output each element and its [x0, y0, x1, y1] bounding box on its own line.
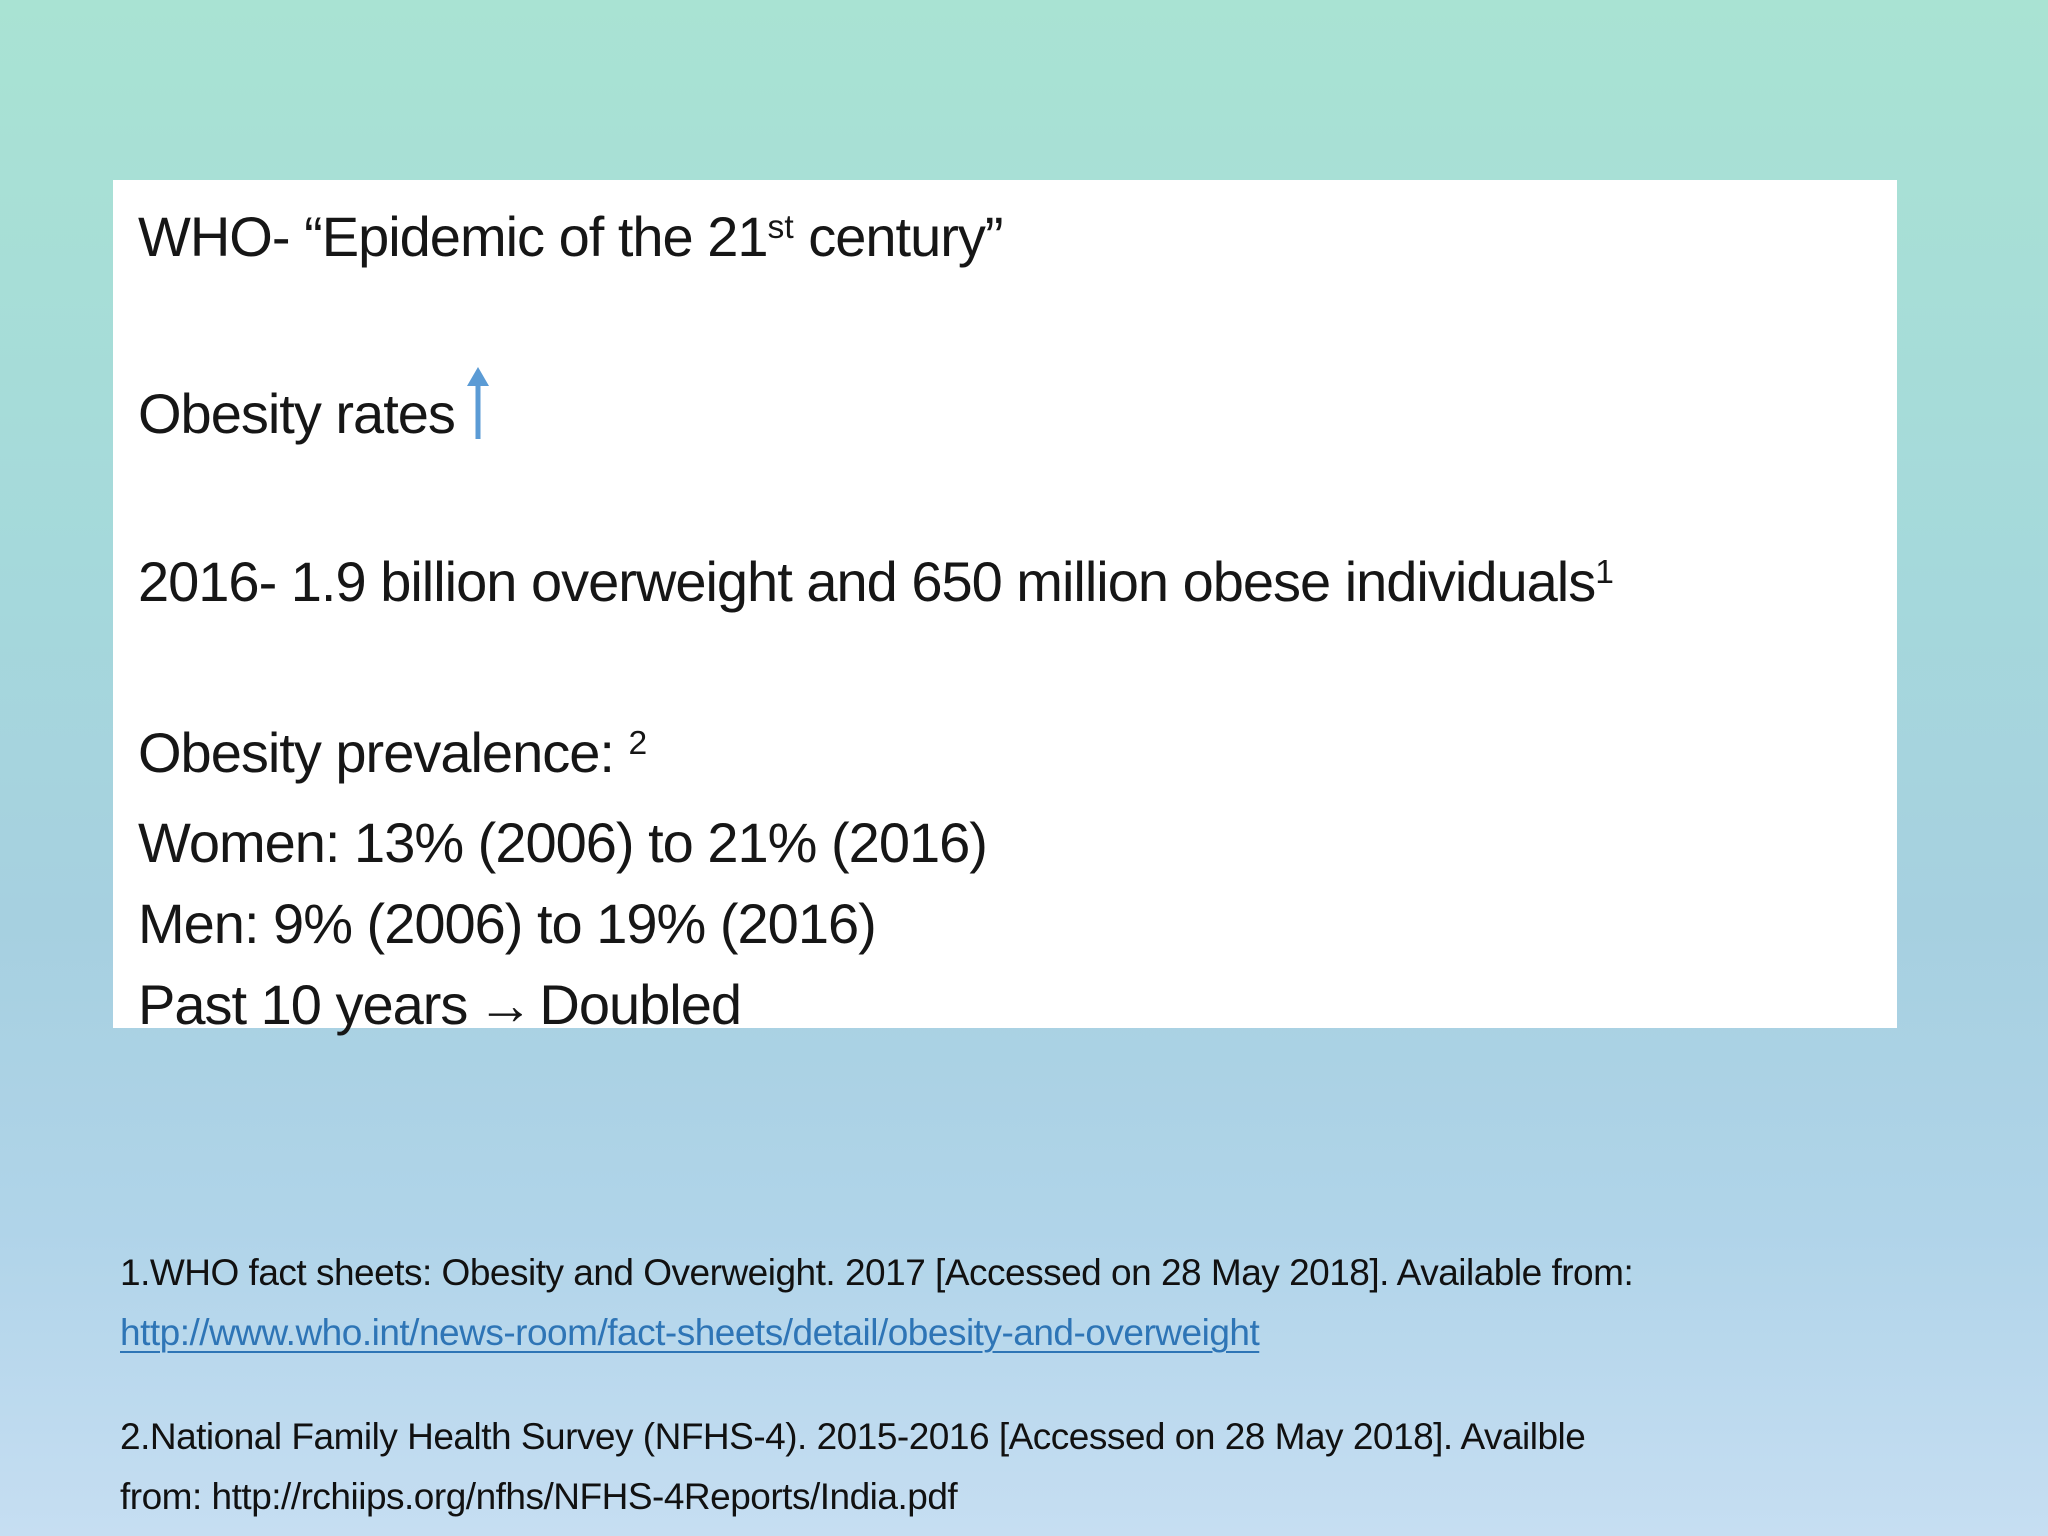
- reference-2-line2: from: http://rchiips.org/nfhs/NFHS-4Repo…: [120, 1476, 958, 1517]
- prevalence-line: Obesity prevalence: 2: [138, 712, 1887, 802]
- reference-1-text: 1.WHO fact sheets: Obesity and Overweigh…: [120, 1252, 1634, 1293]
- footnote-marker-1: 1: [1595, 553, 1614, 591]
- past-10-years-label: Past 10 years: [138, 973, 468, 1036]
- past-10-years-result: Doubled: [539, 973, 742, 1036]
- slide-title-suffix: century”: [793, 205, 1003, 268]
- stat-2016-text: 2016- 1.9 billion overweight and 650 mil…: [138, 550, 1596, 613]
- stat-women-line: Women: 13% (2006) to 21% (2016): [138, 811, 988, 874]
- slide-title-superscript: st: [767, 208, 794, 246]
- slide-title-prefix: WHO- “Epidemic of the 21: [138, 205, 769, 268]
- slide-title: WHO- “Epidemic of the 21st century”: [138, 196, 1887, 286]
- up-arrow-icon: [465, 367, 491, 460]
- stat-2016-line: 2016- 1.9 billion overweight and 650 mil…: [138, 541, 1887, 631]
- reference-2-line1: 2.National Family Health Survey (NFHS-4)…: [120, 1416, 1586, 1457]
- content-box: WHO- “Epidemic of the 21st century” Obes…: [113, 180, 1897, 1036]
- right-arrow-icon: →: [477, 973, 534, 1036]
- stat-men-line: Men: 9% (2006) to 19% (2016): [138, 892, 877, 955]
- obesity-rates-line: Obesity rates: [138, 367, 1887, 460]
- prevalence-label: Obesity prevalence:: [138, 721, 629, 784]
- reference-2: 2.National Family Health Survey (NFHS-4)…: [120, 1407, 1950, 1527]
- reference-1-link[interactable]: http://www.who.int/news-room/fact-sheets…: [120, 1312, 1260, 1353]
- references: 1.WHO fact sheets: Obesity and Overweigh…: [120, 1243, 1950, 1527]
- past-10-years-line: Past 10 years → Doubled: [138, 964, 1887, 1045]
- reference-1: 1.WHO fact sheets: Obesity and Overweigh…: [120, 1243, 1950, 1363]
- footnote-marker-2: 2: [628, 724, 648, 762]
- obesity-rates-label: Obesity rates: [138, 382, 456, 445]
